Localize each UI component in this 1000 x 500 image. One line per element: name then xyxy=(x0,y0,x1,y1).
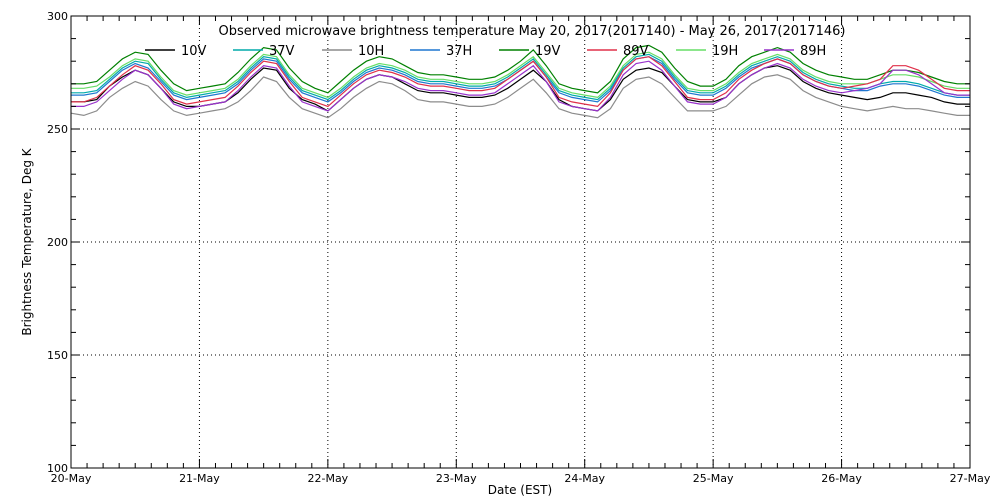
series-line-19V xyxy=(71,44,970,94)
series-lines xyxy=(70,44,970,119)
x-tick-label: 25-May xyxy=(693,472,734,485)
series-line-19H xyxy=(71,51,970,99)
series-line-89H xyxy=(71,60,970,112)
x-tick-label: 20-May xyxy=(51,472,92,485)
y-axis-title: Brightness Temperature, Deg K xyxy=(20,147,34,335)
axis-tick-labels: 100 150 200 250 300 20-May 21-May 22-May 23-May 2… xyxy=(47,10,991,485)
chart-title: Observed microwave brightness temperatur… xyxy=(219,24,846,39)
legend-label-89V: 89V xyxy=(623,44,649,59)
x-tick-label: 21-May xyxy=(179,472,220,485)
legend-label-19H: 19H xyxy=(712,44,738,59)
grid-lines xyxy=(71,16,970,468)
y-tick-label: 200 xyxy=(47,236,68,249)
y-tick-label: 300 xyxy=(47,10,68,23)
legend: 10V 10H 19V 19H 37V 37H 89V 89H xyxy=(145,44,826,59)
x-tick-label: 26-May xyxy=(821,472,862,485)
x-tick-label: 22-May xyxy=(307,472,348,485)
legend-label-37H: 37H xyxy=(446,44,472,59)
y-tick-label: 100 xyxy=(47,462,68,475)
y-tick-label: 250 xyxy=(47,123,68,136)
legend-label-89H: 89H xyxy=(800,44,826,59)
legend-label-10H: 10H xyxy=(358,44,384,59)
x-tick-label: 27-May xyxy=(950,472,991,485)
x-tick-label: 23-May xyxy=(436,472,477,485)
axis-ticks xyxy=(70,15,971,469)
y-tick-label: 150 xyxy=(47,349,68,362)
series-line-89V xyxy=(71,56,970,108)
series-line-10H xyxy=(70,74,970,119)
legend-label-10V: 10V xyxy=(181,44,207,59)
legend-label-19V: 19V xyxy=(535,44,561,59)
series-line-37V xyxy=(71,53,970,101)
x-tick-label: 24-May xyxy=(564,472,605,485)
x-axis-title: Date (EST) xyxy=(488,483,552,497)
legend-label-37V: 37V xyxy=(269,44,295,59)
